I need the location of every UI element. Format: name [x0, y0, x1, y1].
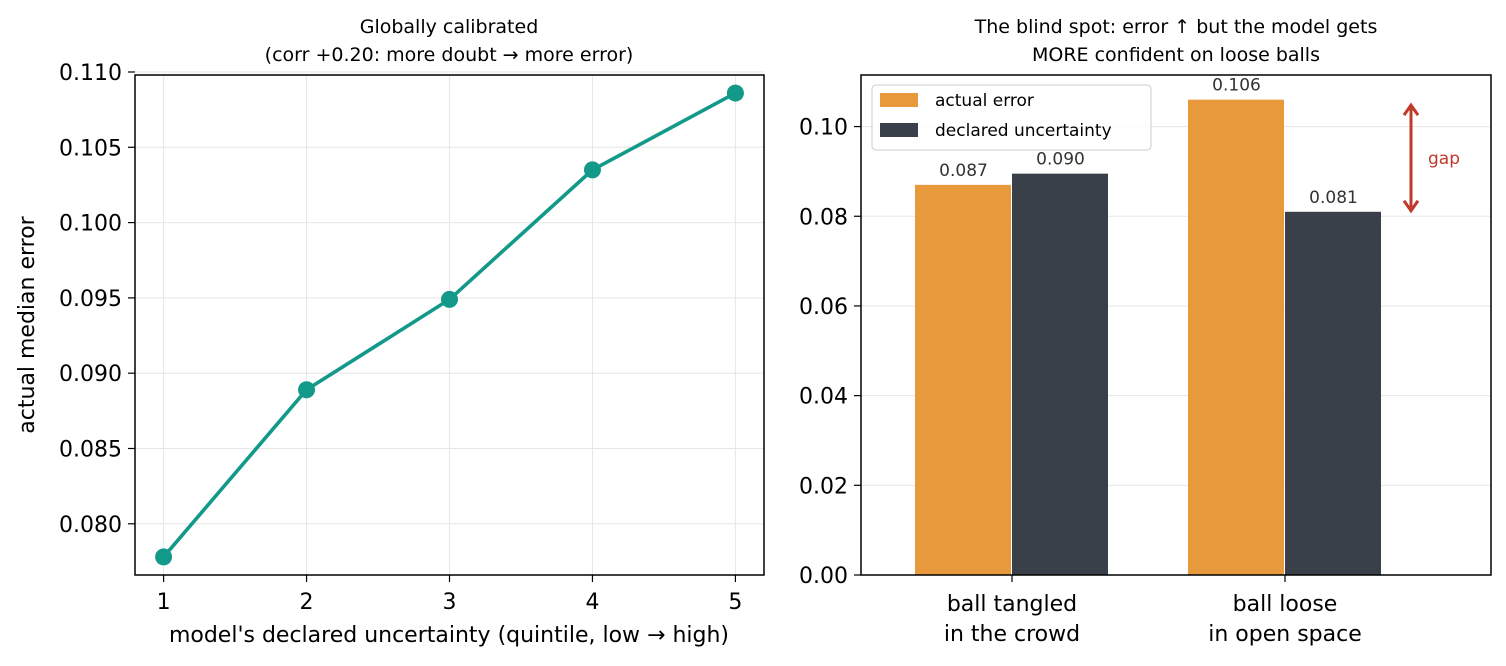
data-point [155, 548, 173, 566]
right-plot-frame [860, 74, 1492, 576]
x-tick-label-line: ball tangled [947, 592, 1077, 617]
y-tick-label: 0.105 [59, 136, 122, 161]
data-point [441, 290, 458, 308]
y-tick-label: 0.085 [59, 437, 122, 462]
y-tick-label: 0.100 [59, 212, 122, 237]
legend-label: declared uncertainty [935, 121, 1112, 141]
x-tick-label: 5 [728, 590, 742, 615]
left-grid [135, 71, 764, 575]
bar-actual-error [915, 184, 1011, 575]
left-y-axis-label: actual median error [15, 215, 40, 433]
y-tick-label: 0.110 [59, 61, 122, 86]
x-tick-label-line: in the crowd [944, 622, 1080, 647]
x-tick-label: 4 [585, 590, 599, 615]
right-bar-series: 0.087 0.090 0.106 0.081 [915, 76, 1381, 576]
bar-value-label: 0.090 [1036, 150, 1085, 170]
y-tick-label: 0.090 [59, 362, 122, 387]
left-line-series [155, 84, 744, 566]
data-point [298, 381, 316, 399]
x-tick-label: 1 [157, 590, 171, 615]
gap-label: gap [1428, 149, 1460, 169]
bar-declared-uncertainty [1285, 211, 1381, 575]
bar-value-label: 0.081 [1309, 188, 1358, 208]
calibration-line-chart: Globally calibrated (corr +0.20: more do… [15, 16, 765, 648]
legend-swatch [880, 93, 918, 107]
y-tick-label: 0.06 [799, 295, 848, 320]
x-tick-label: 2 [300, 590, 314, 615]
gap-arrow-head-down [1402, 199, 1420, 214]
y-tick-label: 0.02 [799, 474, 848, 499]
right-chart-title: The blind spot: error ↑ but the model ge… [974, 16, 1378, 38]
left-chart-title: Globally calibrated [360, 16, 539, 38]
left-axis-ticks: 1 2 3 4 5 0.080 0.085 0.090 0.095 0.100 0.105 0.110 [59, 61, 742, 615]
legend: actual error declared uncertainty [871, 84, 1152, 151]
x-tick-label-line: in open space [1208, 622, 1361, 647]
left-chart-subtitle: (corr +0.20: more doubt → more error) [265, 44, 634, 66]
x-tick-label: 3 [443, 590, 457, 615]
y-tick-label: 0.095 [59, 287, 122, 312]
data-point [726, 84, 744, 102]
left-plot-frame [134, 74, 765, 576]
gap-arrow-head-up [1402, 102, 1420, 117]
y-tick-label: 0.00 [799, 564, 848, 589]
legend-label: actual error [935, 91, 1034, 111]
right-axis-ticks: 0.00 0.02 0.04 0.06 0.08 0.10 ball tangled in t… [799, 116, 1362, 647]
bar-declared-uncertainty [1012, 173, 1108, 575]
y-tick-label: 0.080 [59, 513, 122, 538]
x-tick-label: ball loose in open space [1208, 592, 1361, 647]
data-point [583, 161, 601, 179]
x-tick-label: ball tangled in the crowd [944, 592, 1080, 647]
y-tick-label: 0.04 [799, 385, 848, 410]
y-tick-label: 0.10 [799, 116, 848, 141]
bar-value-label: 0.106 [1212, 76, 1261, 96]
blind-spot-bar-chart: The blind spot: error ↑ but the model ge… [799, 16, 1492, 647]
gap-annotation: gap [1402, 102, 1460, 214]
bar-actual-error [1188, 99, 1284, 576]
bar-value-label: 0.087 [939, 161, 988, 181]
legend-swatch [880, 123, 918, 137]
legend-box [871, 84, 1152, 151]
x-tick-label-line: ball loose [1233, 592, 1338, 617]
y-tick-label: 0.08 [799, 205, 848, 230]
right-chart-subtitle: MORE confident on loose balls [1032, 44, 1320, 66]
left-x-axis-label: model's declared uncertainty (quintile, … [169, 623, 729, 648]
